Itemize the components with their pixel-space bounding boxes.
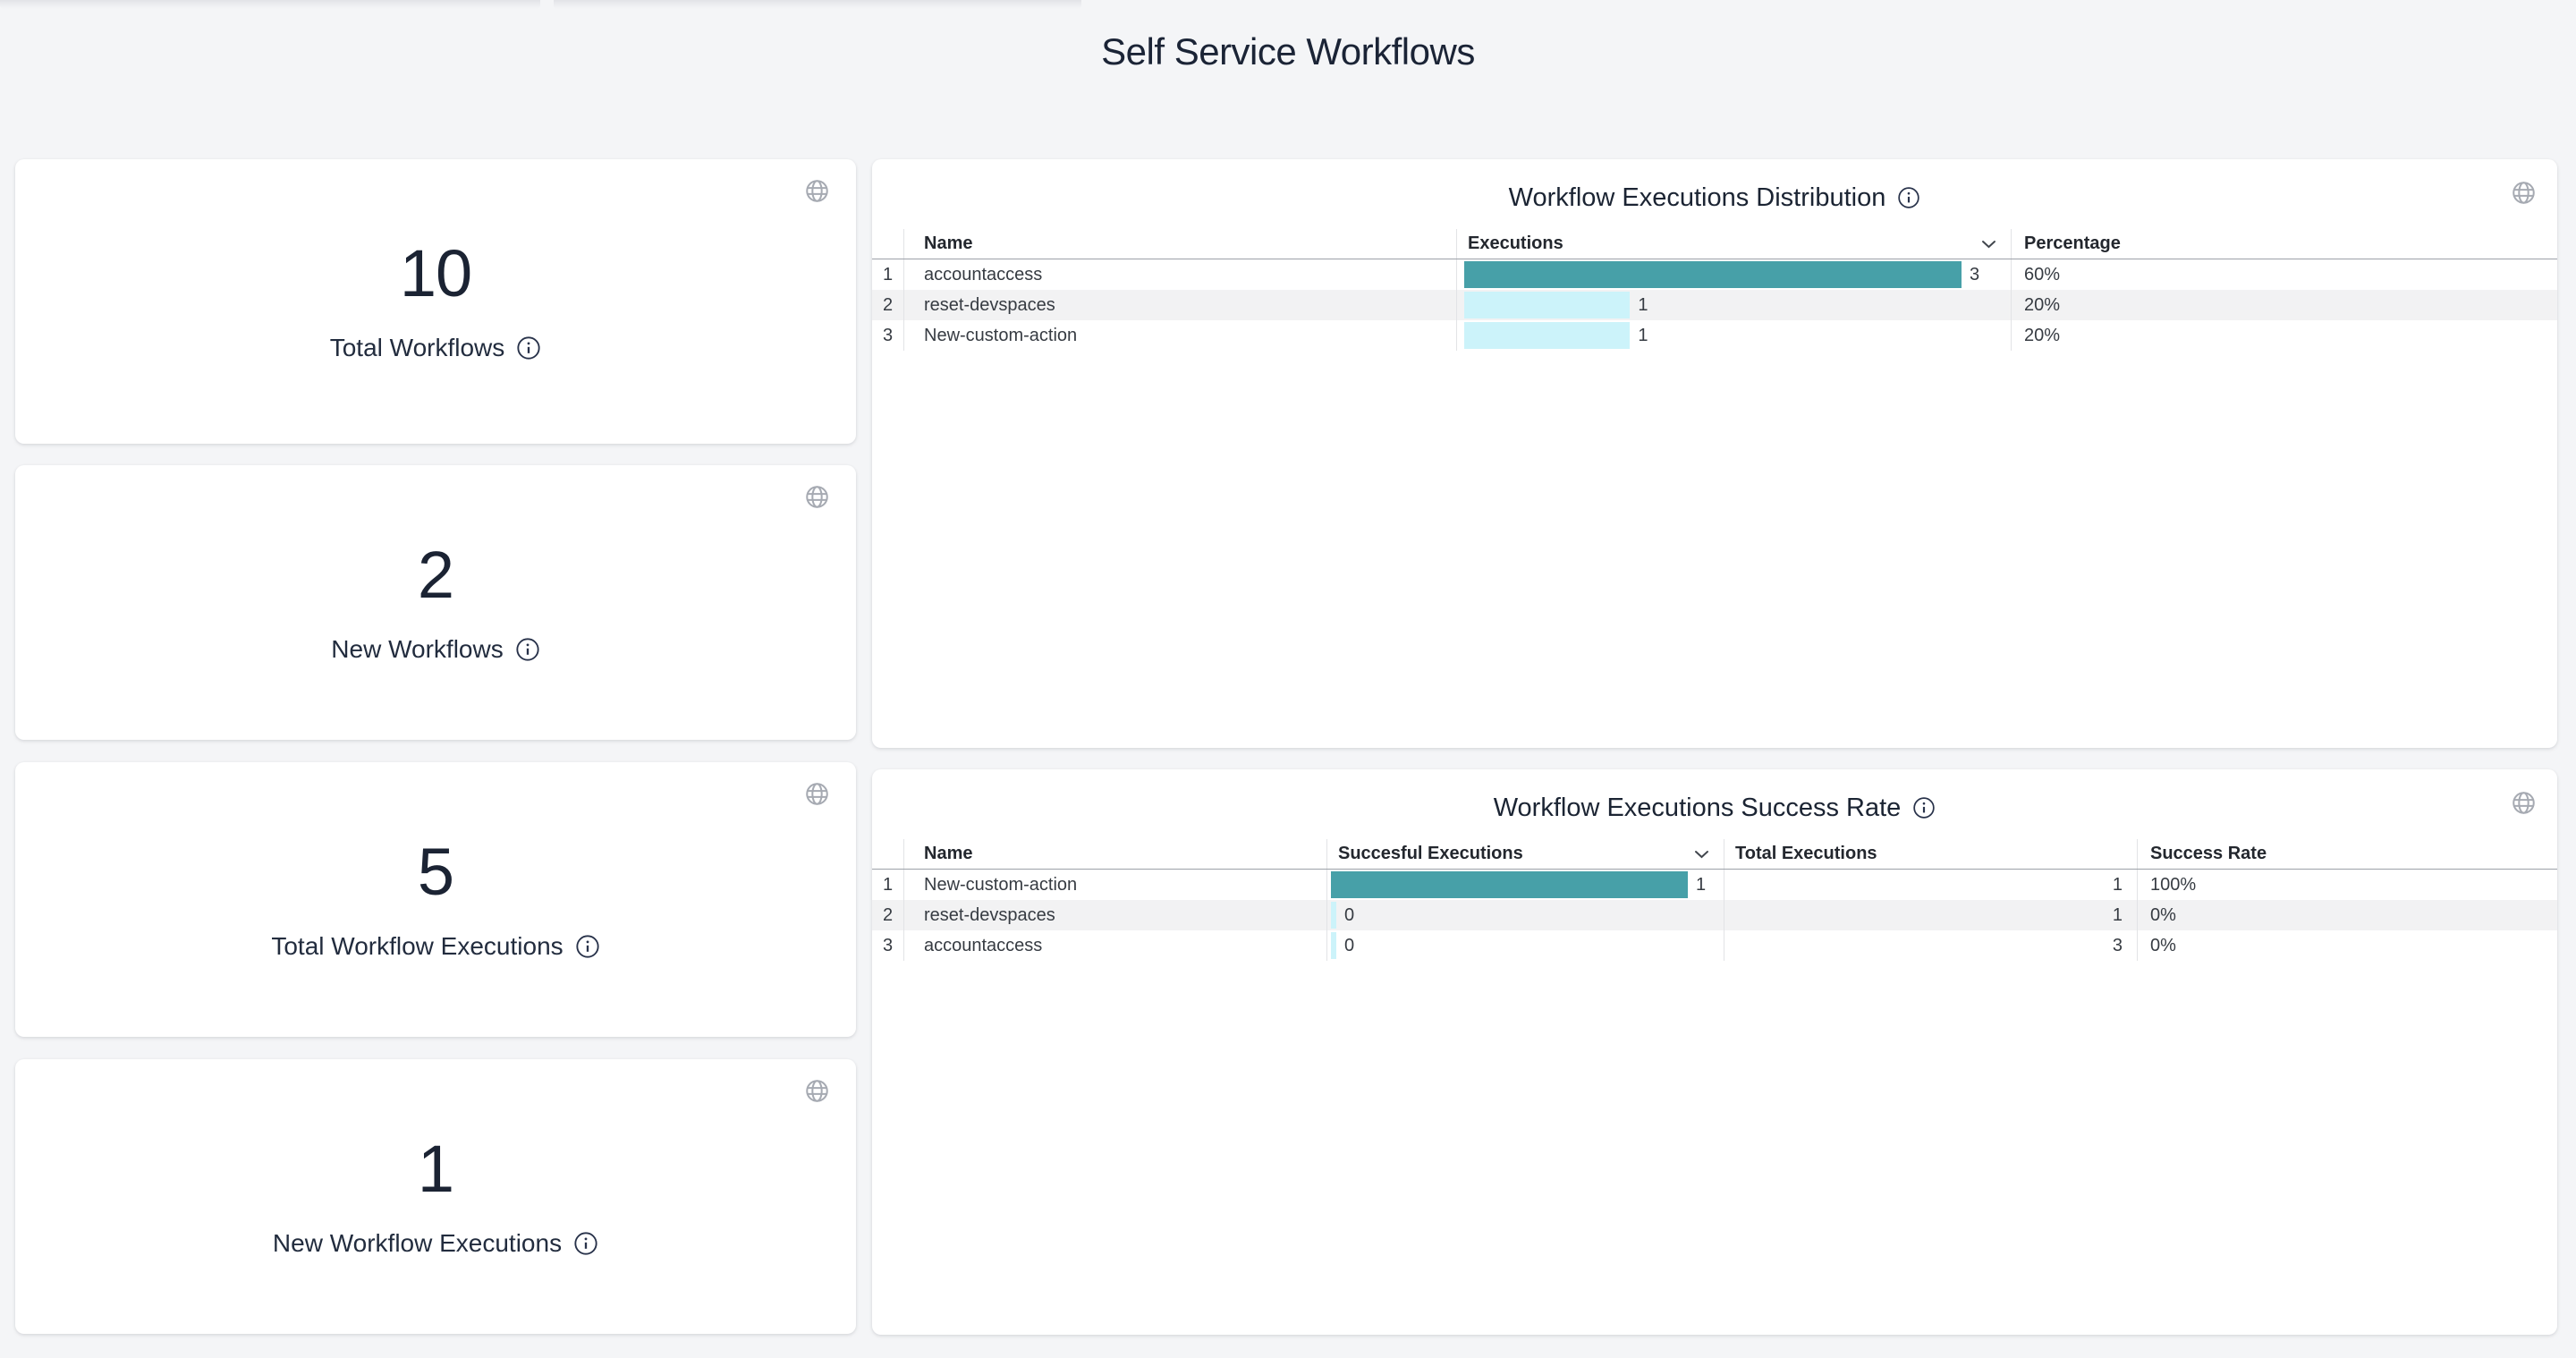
stat-card-total-workflows: 10 Total Workflows	[15, 159, 856, 444]
row-index: 1	[882, 874, 894, 895]
stat-label: New Workflow Executions	[272, 1228, 563, 1257]
workflow-name: New-custom-action	[903, 870, 1326, 900]
workflow-executions-success-rate-card: Workflow Executions Success Rate Name Suc…	[872, 769, 2557, 1335]
stat-value: 2	[417, 537, 454, 612]
bar-cell: 1	[1456, 320, 2011, 351]
bar-value-label: 1	[1638, 325, 1648, 345]
stat-label: Total Workflow Executions	[271, 931, 564, 960]
success-rate-value: 100%	[2137, 870, 2557, 900]
row-index: 3	[882, 325, 894, 345]
column-header-index	[872, 839, 903, 869]
total-executions-value: 1	[1724, 900, 2137, 930]
column-header-success-rate[interactable]: Success Rate	[2137, 839, 2557, 869]
globe-icon	[805, 179, 829, 203]
table-header-row: Name Succesful Executions Total Executions…	[872, 839, 2557, 870]
workflow-name: accountaccess	[903, 259, 1456, 290]
stat-value: 5	[417, 834, 454, 909]
value-bar	[1464, 322, 1631, 349]
value-bar	[1331, 871, 1688, 898]
globe-icon	[2512, 181, 2536, 205]
column-header-name[interactable]: Name	[903, 839, 1326, 869]
column-header-executions[interactable]: Executions	[1456, 229, 2011, 259]
row-index: 2	[882, 294, 894, 315]
value-bar	[1464, 292, 1631, 318]
table-row[interactable]: 2 reset-devspaces 0 1 0%	[872, 900, 2557, 930]
globe-icon	[805, 782, 829, 806]
workflow-name: reset-devspaces	[903, 900, 1326, 930]
column-header-percentage[interactable]: Percentage	[2011, 229, 2557, 259]
bar-cell: 0	[1326, 930, 1724, 961]
stat-label: New Workflows	[331, 634, 504, 663]
value-bar	[1464, 261, 1962, 288]
success-rate-value: 0%	[2137, 900, 2557, 930]
globe-icon	[805, 485, 829, 509]
bar-cell: 1	[1326, 870, 1724, 900]
column-header-total-executions[interactable]: Total Executions	[1724, 839, 2137, 869]
info-icon[interactable]	[575, 934, 600, 959]
column-header-index	[872, 229, 903, 259]
globe-icon	[2512, 791, 2536, 815]
info-icon[interactable]	[516, 335, 541, 361]
bar-value-label: 1	[1696, 874, 1707, 895]
executions-success-rate-table: Name Succesful Executions Total Executions…	[872, 839, 2557, 961]
stat-value: 1	[417, 1131, 454, 1206]
stat-value: 10	[399, 236, 472, 310]
info-icon[interactable]	[573, 1231, 598, 1256]
row-index: 3	[882, 935, 894, 955]
value-bar	[1331, 902, 1336, 929]
page-title: Self Service Workflows	[1101, 30, 1475, 72]
table-title: Workflow Executions Success Rate	[1493, 793, 1902, 822]
total-executions-value: 1	[1724, 870, 2137, 900]
workflow-name: accountaccess	[903, 930, 1326, 961]
bar-value-label: 1	[1638, 294, 1648, 315]
info-icon[interactable]	[1912, 796, 1936, 819]
table-row[interactable]: 3 New-custom-action 1 20%	[872, 320, 2557, 351]
table-row[interactable]: 2 reset-devspaces 1 20%	[872, 290, 2557, 320]
bar-cell: 0	[1326, 900, 1724, 930]
percentage-value: 20%	[2011, 290, 2557, 320]
bar-value-label: 0	[1344, 935, 1355, 955]
cutoff-card-edge	[0, 0, 540, 9]
stat-card-new-workflows: 2 New Workflows	[15, 465, 856, 740]
row-index: 2	[882, 904, 894, 925]
percentage-value: 60%	[2011, 259, 2557, 290]
stat-card-total-workflow-executions: 5 Total Workflow Executions	[15, 762, 856, 1037]
bar-cell: 1	[1456, 290, 2011, 320]
info-icon[interactable]	[1897, 186, 1920, 209]
table-header-row: Name Executions Percentage	[872, 229, 2557, 259]
info-icon[interactable]	[515, 637, 540, 662]
bar-value-label: 0	[1344, 904, 1355, 925]
stat-label: Total Workflows	[329, 334, 505, 361]
total-executions-value: 3	[1724, 930, 2137, 961]
stat-card-new-workflow-executions: 1 New Workflow Executions	[15, 1059, 856, 1334]
workflow-name: New-custom-action	[903, 320, 1456, 351]
column-header-succesful-executions[interactable]: Succesful Executions	[1326, 839, 1724, 869]
value-bar	[1331, 932, 1336, 959]
chevron-down-icon[interactable]	[1981, 240, 1996, 249]
workflow-executions-distribution-card: Workflow Executions Distribution Name Exe…	[872, 159, 2557, 748]
row-index: 1	[882, 264, 894, 284]
bar-cell: 3	[1456, 259, 2011, 290]
table-row[interactable]: 1 accountaccess 3 60%	[872, 259, 2557, 290]
chevron-down-icon[interactable]	[1694, 850, 1709, 859]
globe-icon	[805, 1079, 829, 1103]
table-row[interactable]: 3 accountaccess 0 3 0%	[872, 930, 2557, 961]
table-row[interactable]: 1 New-custom-action 1 1 100%	[872, 870, 2557, 900]
percentage-value: 20%	[2011, 320, 2557, 351]
bar-value-label: 3	[1970, 264, 1980, 284]
workflow-name: reset-devspaces	[903, 290, 1456, 320]
table-title: Workflow Executions Distribution	[1508, 182, 1886, 212]
cutoff-card-edge	[554, 0, 1081, 9]
column-header-name[interactable]: Name	[903, 229, 1456, 259]
success-rate-value: 0%	[2137, 930, 2557, 961]
executions-distribution-table: Name Executions Percentage 1 accountaccess 3 6…	[872, 229, 2557, 351]
